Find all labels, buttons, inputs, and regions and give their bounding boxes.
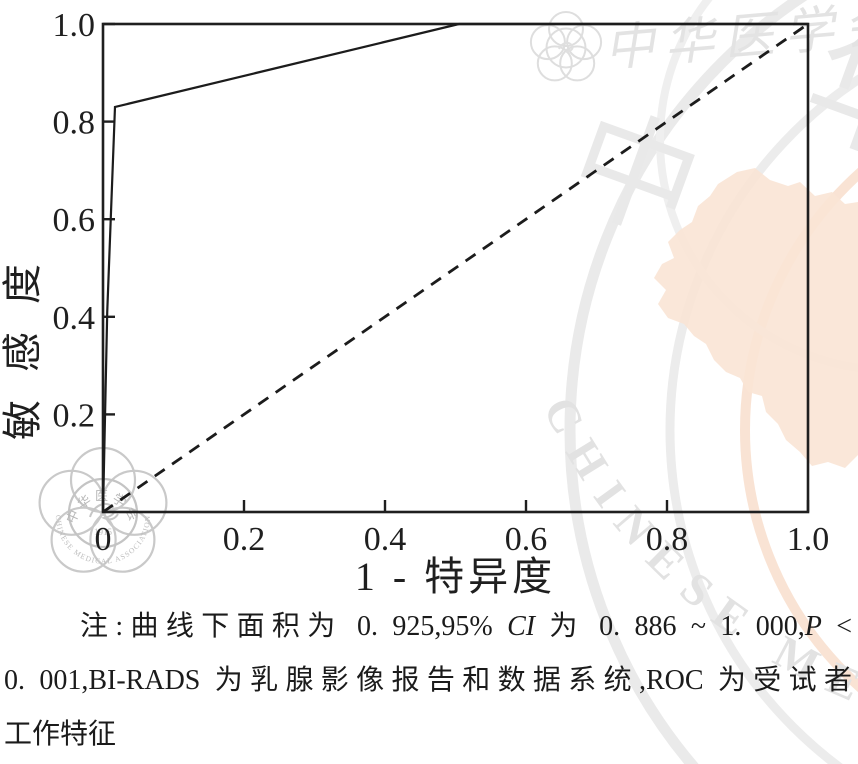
roc-curve	[101, 22, 808, 513]
watermark-petal-arc	[656, 0, 858, 372]
x-tick-label: 0.4	[364, 521, 407, 558]
y-tick-label: 0.4	[53, 300, 96, 337]
roc-chart-area: 0 0.2 0.4 0.6 0.8 1.0 0.2 0.4 0.6 0.8 1.0 1 - 特异度 敏感…	[0, 7, 830, 599]
x-tick-label: 0.8	[646, 521, 689, 558]
reference-line	[102, 22, 809, 514]
watermark-ring-outer	[564, 0, 808, 764]
caption-segment: 注:曲线下面积为 0. 925,95%	[80, 611, 508, 642]
x-tick-label: 0.6	[505, 521, 548, 558]
caption-italic-segment: P	[804, 611, 822, 642]
watermark-ring-salmon	[740, 168, 858, 692]
x-tick-label: 1.0	[787, 521, 830, 558]
watermark-seal-small	[529, 11, 603, 82]
y-tick-label: 1.0	[53, 7, 96, 44]
y-tick-label: 0.8	[53, 105, 96, 142]
caption-segment: <	[821, 611, 852, 642]
caption-segment: 为 0. 886 ~ 1. 000,	[535, 611, 805, 642]
figure-caption: 注:曲线下面积为 0. 925,95% CI 为 0. 886 ~ 1. 000…	[4, 600, 852, 762]
y-axis-label: 敏感度	[0, 236, 45, 440]
caption-line: 注:曲线下面积为 0. 925,95% CI 为 0. 886 ~ 1. 000…	[4, 600, 852, 654]
x-tick-label: 0.2	[223, 521, 266, 558]
y-tick-label: 0.2	[53, 397, 96, 434]
caption-line: 工作特征	[4, 708, 852, 762]
caption-segment: 工作特征	[4, 719, 117, 750]
y-tick-label: 0.6	[53, 202, 96, 239]
x-tick-label: 0	[95, 521, 112, 558]
roc-chart: 0 0.2 0.4 0.6 0.8 1.0 0.2 0.4 0.6 0.8 1.0 1 - 特异度 敏感…	[0, 7, 830, 599]
caption-line: 0. 001,BI-RADS 为乳腺影像报告和数据系统,ROC 为受试者	[4, 654, 852, 708]
caption-segment: 0. 001,BI-RADS 为乳腺影像报告和数据系统,ROC 为受试者	[4, 665, 852, 696]
watermark-seal-year: 1915	[94, 527, 113, 537]
x-axis-label: 1 - 特异度	[355, 554, 556, 599]
caption-italic-segment: CI	[507, 611, 536, 642]
watermark-ring-middle	[665, 74, 858, 764]
watermark-seal-bird	[89, 502, 119, 521]
